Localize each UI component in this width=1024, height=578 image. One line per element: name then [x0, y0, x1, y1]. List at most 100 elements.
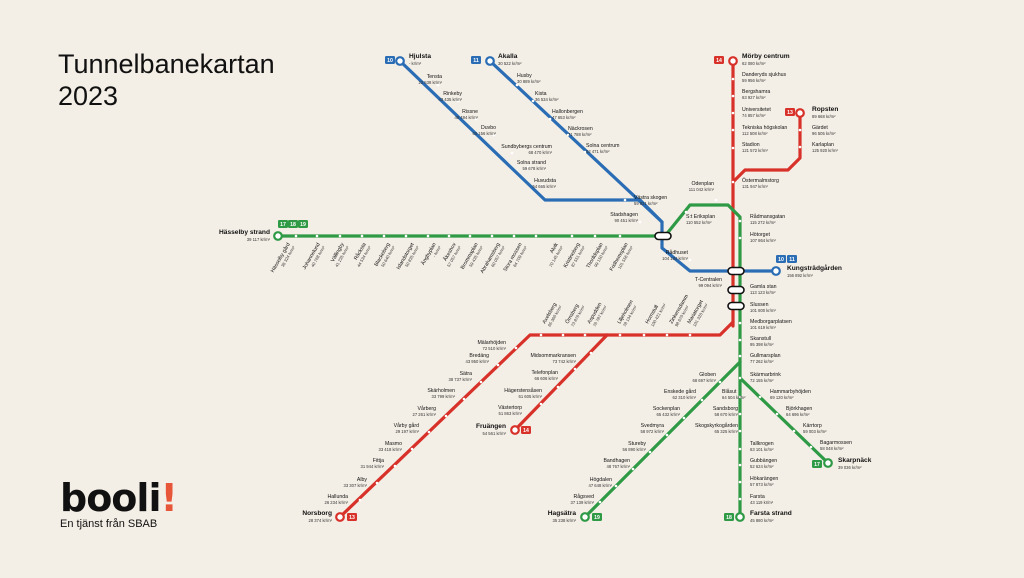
station-marker — [294, 234, 298, 238]
station-angbyplan[interactable]: Ängbyplan- kr/m² — [419, 234, 442, 269]
station-label: Hjulsta- kr/m² — [409, 53, 431, 66]
station-hjulsta[interactable]: Hjulsta- kr/m² — [395, 53, 431, 66]
